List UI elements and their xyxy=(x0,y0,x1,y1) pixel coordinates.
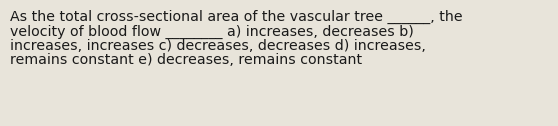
Text: As the total cross-sectional area of the vascular tree ______, the: As the total cross-sectional area of the… xyxy=(10,10,463,24)
Text: increases, increases c) decreases, decreases d) increases,: increases, increases c) decreases, decre… xyxy=(10,39,426,53)
Text: remains constant e) decreases, remains constant: remains constant e) decreases, remains c… xyxy=(10,54,362,68)
Text: velocity of blood flow ________ a) increases, decreases b): velocity of blood flow ________ a) incre… xyxy=(10,24,413,39)
